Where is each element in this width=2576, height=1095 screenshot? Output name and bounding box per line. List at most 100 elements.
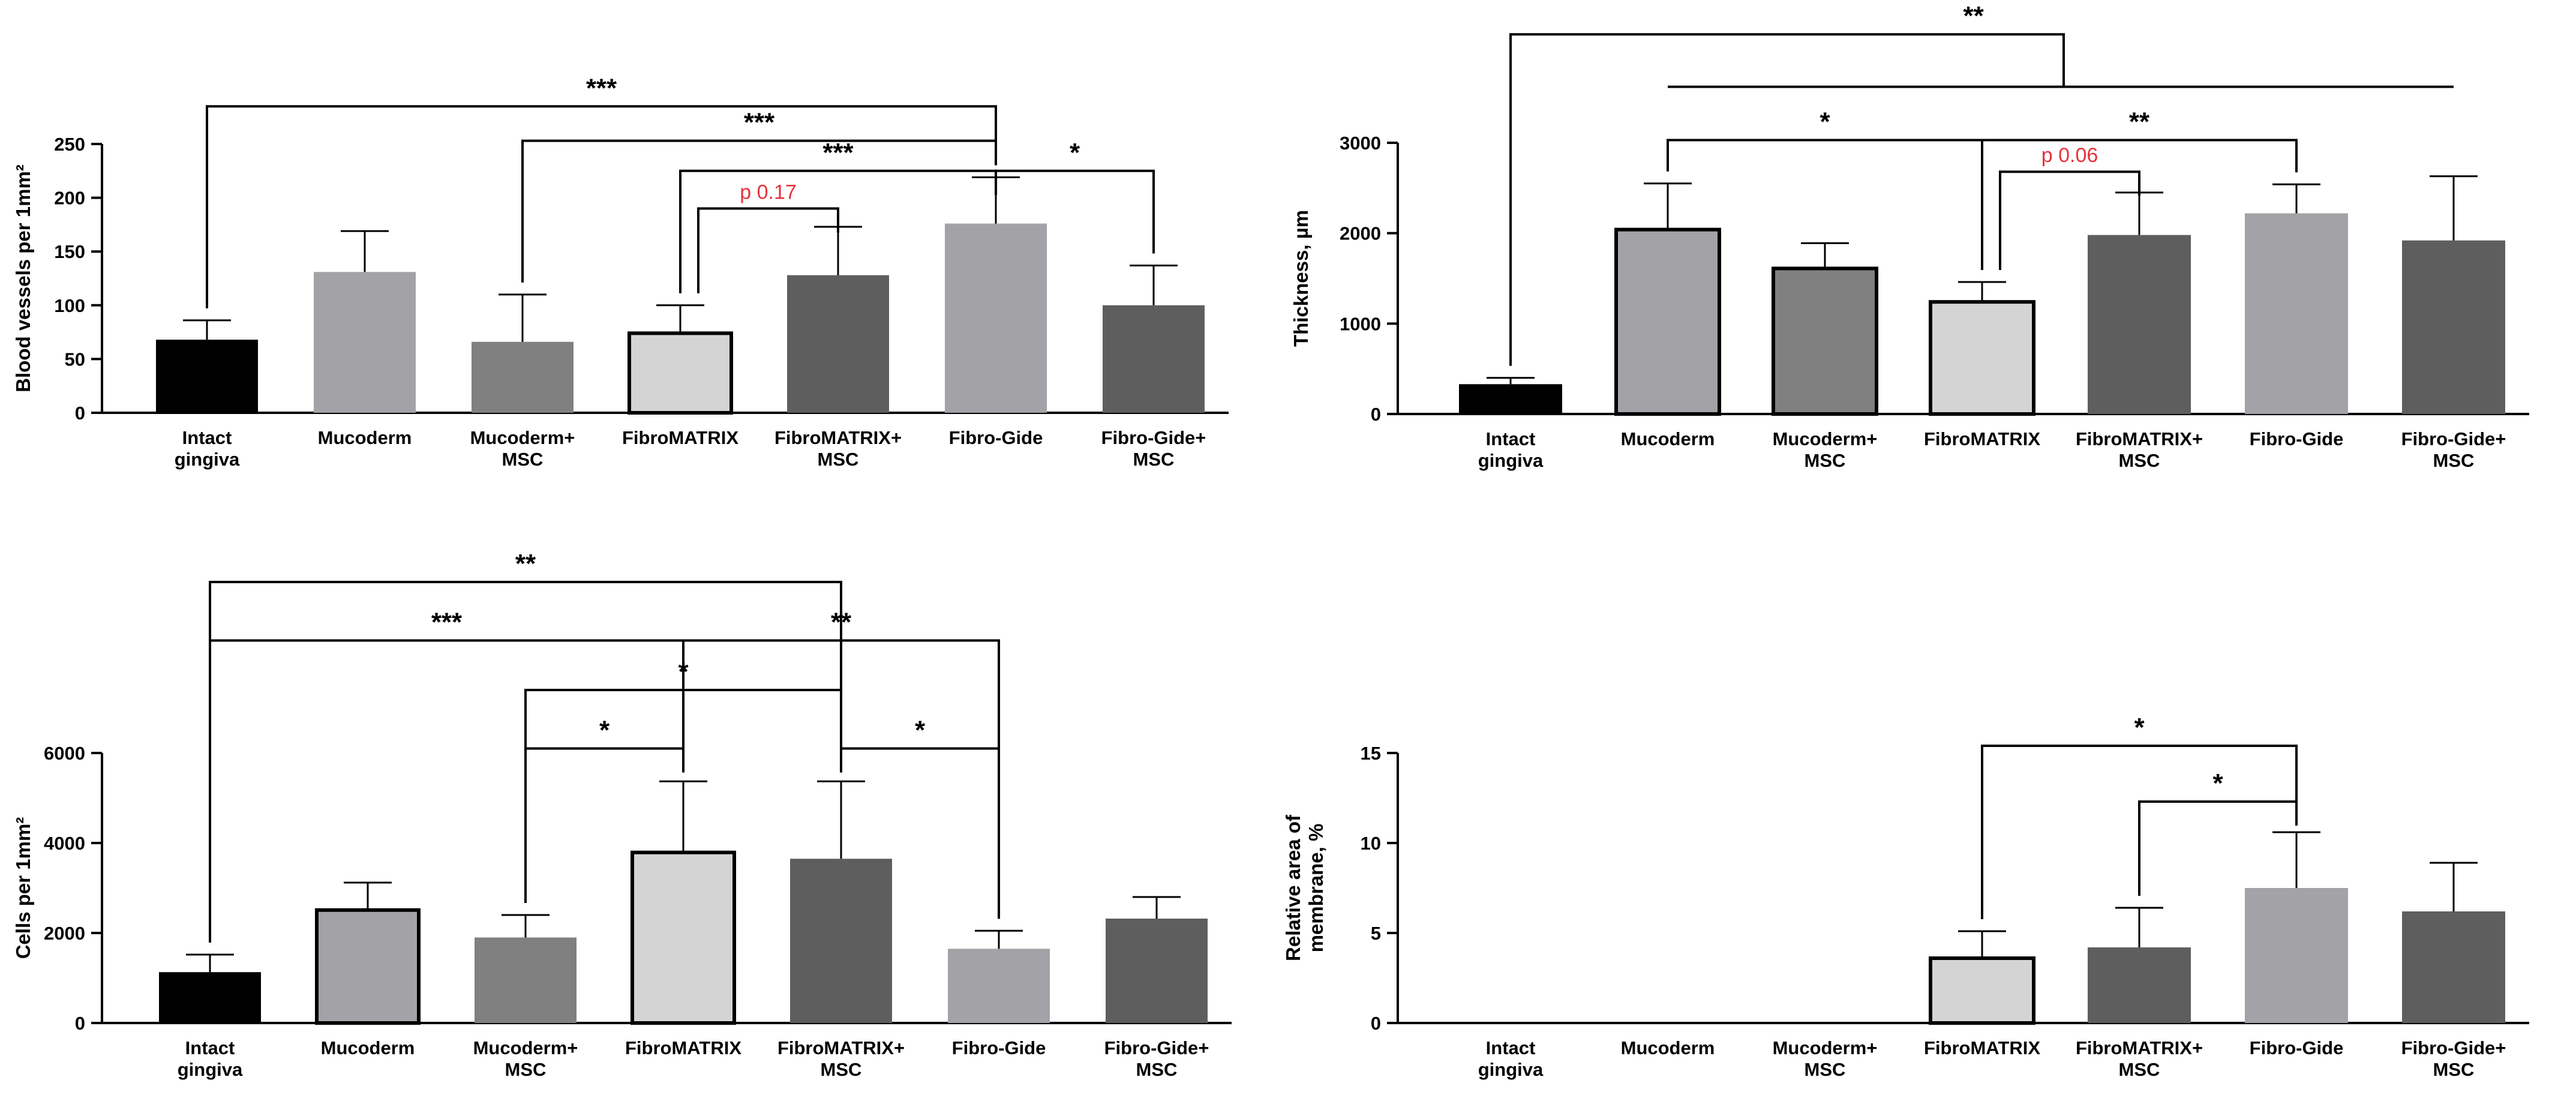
category-label: MSC [1805, 450, 1846, 471]
y-tick-label: 0 [75, 1013, 85, 1034]
category-label: Mucoderm [318, 427, 412, 448]
bar [1614, 227, 1721, 416]
category-label: Mucoderm+ [1773, 428, 1878, 449]
category-label: FibroMATRIX+ [774, 427, 902, 448]
bar [1929, 956, 2035, 1025]
category-label: Intact [182, 427, 232, 448]
y-axis-label-line: membrane, % [1305, 824, 1327, 953]
category-label: MSC [2433, 1059, 2475, 1080]
panel-bottom-right: 0 5 10 15 Relative area ofmembrane, % Intactg… [1282, 713, 2529, 1080]
significance-label: * [915, 716, 926, 745]
y-tick-label: 15 [1361, 743, 1381, 764]
category-label: Fibro-Gide [2250, 428, 2344, 449]
y-tick-label: 0 [75, 403, 85, 424]
category-label: MSC [2119, 1059, 2160, 1080]
significance-label: *** [744, 108, 775, 137]
category-label: Fibro-Gide+ [1101, 427, 1206, 448]
category-label: MSC [821, 1059, 862, 1080]
bar [315, 908, 421, 1025]
bar [2245, 213, 2348, 414]
significance-label: * [1820, 107, 1830, 136]
bar [159, 972, 261, 1023]
significance-label: ** [2129, 107, 2150, 136]
bar [2402, 240, 2505, 414]
y-tick-label: 150 [54, 241, 85, 262]
category-label: FibroMATRIX [622, 427, 738, 448]
bar [2088, 235, 2191, 414]
significance-label: * [678, 657, 689, 686]
bar [2088, 947, 2191, 1023]
bar [1772, 266, 1878, 416]
bar [1106, 919, 1208, 1023]
y-tick-label: 100 [54, 295, 85, 316]
category-label: Mucoderm [1621, 1037, 1715, 1058]
category-label: MSC [818, 449, 859, 470]
y-tick-label: 3000 [1340, 133, 1381, 154]
y-axis-label: Thickness, µm [1290, 210, 1312, 347]
y-tick-label: 5 [1371, 923, 1381, 944]
bar [472, 341, 574, 413]
significance-bracket [521, 139, 997, 283]
significance-bracket [1981, 139, 2298, 271]
category-label: Fibro-Gide+ [2401, 428, 2506, 449]
panel-bottom-left: 0 2000 4000 6000 Cells per 1mm² Intactgingiva… [12, 549, 1232, 1080]
significance-label: p 0.06 [2041, 144, 2098, 167]
category-label: MSC [1133, 449, 1175, 470]
significance-bracket [2138, 800, 2298, 896]
y-tick-label: 2000 [1340, 223, 1381, 244]
category-label: Mucoderm+ [1773, 1037, 1878, 1058]
significance-label: p 0.17 [740, 181, 797, 204]
category-label: Fibro-Gide+ [2401, 1037, 2506, 1058]
category-label: MSC [505, 1059, 547, 1080]
y-tick-label: 6000 [44, 743, 85, 764]
category-label: MSC [1805, 1059, 1846, 1080]
significance-bracket [206, 105, 997, 308]
bar [1103, 305, 1205, 413]
category-label: gingiva [1478, 450, 1544, 471]
category-label: Intact [185, 1037, 235, 1058]
y-tick-label: 0 [1371, 1013, 1381, 1034]
category-label: gingiva [175, 449, 240, 470]
bar [945, 223, 1047, 413]
significance-label: *** [822, 138, 854, 167]
category-label: MSC [1136, 1059, 1178, 1080]
bar [787, 275, 889, 413]
category-label: Mucoderm [1621, 428, 1715, 449]
bar [475, 937, 577, 1023]
significance-label: * [1070, 138, 1080, 167]
category-label: Mucoderm [321, 1037, 415, 1058]
category-label: Fibro-Gide [949, 427, 1043, 448]
significance-label: ** [831, 608, 852, 637]
category-label: Fibro-Gide [2250, 1037, 2344, 1058]
significance-bracket [1999, 170, 2140, 271]
category-label: MSC [502, 449, 544, 470]
category-label: gingiva [1478, 1059, 1544, 1080]
category-label: FibroMATRIX [1924, 1037, 2040, 1058]
y-axis-label: Relative area ofmembrane, % [1282, 814, 1327, 961]
category-label: Intact [1486, 428, 1536, 449]
significance-label: ** [1963, 1, 1984, 31]
bar [2402, 911, 2505, 1023]
bar [631, 850, 736, 1025]
significance-bracket [697, 207, 839, 293]
significance-bracket [995, 169, 1155, 254]
category-label: MSC [2119, 450, 2160, 471]
bar [1929, 300, 2035, 416]
category-label: Mucoderm+ [470, 427, 575, 448]
significance-label: ** [515, 549, 536, 578]
y-tick-label: 10 [1361, 833, 1381, 854]
y-tick-label: 50 [65, 349, 85, 370]
category-label: FibroMATRIX [1924, 428, 2040, 449]
category-label: Mucoderm+ [473, 1037, 578, 1058]
bar [156, 340, 258, 413]
y-axis-label: Blood vessels per 1mm² [12, 164, 34, 392]
significance-label: *** [431, 608, 463, 637]
significance-label: * [2212, 769, 2223, 798]
bar [1459, 384, 1562, 414]
category-label: FibroMATRIX+ [2076, 428, 2203, 449]
significance-label: * [2134, 713, 2145, 742]
category-label: Fibro-Gide [952, 1037, 1046, 1058]
bar [948, 949, 1050, 1023]
significance-bracket [840, 747, 1000, 919]
